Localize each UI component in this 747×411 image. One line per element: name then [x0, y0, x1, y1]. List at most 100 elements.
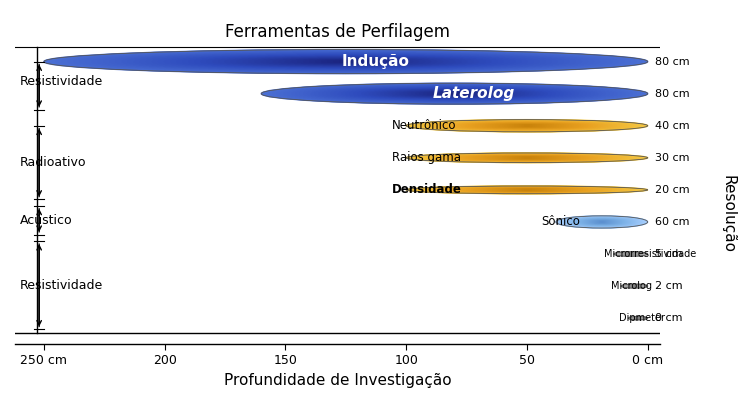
Ellipse shape [572, 218, 631, 226]
Ellipse shape [505, 189, 548, 191]
Ellipse shape [622, 253, 640, 255]
Ellipse shape [479, 188, 575, 192]
Ellipse shape [508, 125, 546, 127]
Ellipse shape [635, 318, 641, 319]
Ellipse shape [517, 189, 536, 190]
Ellipse shape [152, 54, 539, 69]
Ellipse shape [580, 219, 623, 225]
Ellipse shape [418, 153, 636, 162]
Ellipse shape [567, 217, 636, 226]
Text: 60 cm: 60 cm [655, 217, 689, 227]
Ellipse shape [459, 155, 595, 160]
Ellipse shape [285, 59, 406, 64]
Ellipse shape [86, 51, 605, 72]
Ellipse shape [634, 318, 642, 319]
Ellipse shape [430, 154, 624, 162]
Ellipse shape [459, 122, 595, 129]
Ellipse shape [471, 123, 583, 129]
Ellipse shape [438, 121, 616, 130]
Ellipse shape [450, 93, 459, 94]
Ellipse shape [510, 189, 544, 190]
Ellipse shape [213, 56, 479, 67]
Ellipse shape [62, 50, 630, 73]
Ellipse shape [616, 252, 645, 256]
Ellipse shape [629, 285, 639, 287]
Ellipse shape [588, 220, 616, 224]
Ellipse shape [491, 124, 563, 127]
Ellipse shape [265, 83, 644, 104]
Ellipse shape [622, 284, 646, 288]
Ellipse shape [634, 317, 642, 319]
Ellipse shape [491, 156, 563, 159]
Ellipse shape [622, 253, 640, 255]
Ellipse shape [440, 187, 614, 193]
Ellipse shape [636, 318, 640, 319]
Ellipse shape [580, 219, 624, 225]
Ellipse shape [291, 60, 400, 64]
Ellipse shape [433, 121, 621, 130]
Ellipse shape [421, 187, 633, 193]
Ellipse shape [462, 188, 592, 192]
Ellipse shape [568, 217, 636, 226]
Ellipse shape [483, 189, 571, 191]
Ellipse shape [498, 189, 556, 191]
Ellipse shape [630, 317, 646, 319]
Ellipse shape [281, 84, 628, 103]
Ellipse shape [510, 157, 544, 159]
Ellipse shape [623, 253, 639, 255]
Ellipse shape [374, 89, 536, 98]
Ellipse shape [622, 284, 648, 288]
Ellipse shape [358, 88, 551, 99]
Ellipse shape [447, 155, 607, 161]
Ellipse shape [334, 61, 358, 62]
Ellipse shape [630, 317, 645, 319]
Ellipse shape [626, 285, 643, 287]
Ellipse shape [493, 189, 561, 191]
Ellipse shape [354, 88, 555, 99]
Ellipse shape [624, 284, 645, 288]
Ellipse shape [454, 155, 599, 161]
Ellipse shape [338, 88, 571, 100]
Ellipse shape [631, 317, 645, 319]
Ellipse shape [627, 285, 642, 287]
Ellipse shape [452, 155, 602, 161]
Ellipse shape [628, 316, 648, 320]
Ellipse shape [576, 219, 627, 225]
Ellipse shape [489, 124, 565, 128]
Ellipse shape [404, 91, 505, 96]
Ellipse shape [442, 122, 612, 130]
Ellipse shape [479, 156, 575, 160]
Ellipse shape [575, 218, 628, 226]
Ellipse shape [433, 187, 621, 193]
Ellipse shape [565, 217, 639, 227]
Ellipse shape [620, 253, 641, 255]
Ellipse shape [626, 254, 636, 255]
Ellipse shape [615, 252, 647, 256]
Ellipse shape [621, 284, 648, 288]
Ellipse shape [99, 52, 593, 72]
Ellipse shape [585, 220, 619, 224]
Ellipse shape [562, 217, 641, 227]
Ellipse shape [105, 52, 587, 71]
Ellipse shape [571, 218, 632, 226]
Ellipse shape [362, 89, 548, 99]
Ellipse shape [68, 51, 624, 73]
Ellipse shape [560, 216, 644, 228]
Ellipse shape [450, 187, 604, 192]
Ellipse shape [440, 155, 614, 161]
Ellipse shape [616, 252, 645, 256]
Ellipse shape [633, 317, 643, 319]
Ellipse shape [183, 55, 509, 68]
Ellipse shape [500, 189, 554, 191]
Ellipse shape [469, 155, 585, 160]
Ellipse shape [406, 186, 648, 194]
Ellipse shape [418, 120, 636, 131]
Ellipse shape [340, 61, 352, 62]
Ellipse shape [628, 285, 641, 287]
Ellipse shape [623, 284, 646, 288]
Ellipse shape [619, 252, 642, 256]
Ellipse shape [93, 51, 599, 72]
Ellipse shape [583, 219, 620, 224]
Ellipse shape [431, 92, 477, 95]
Ellipse shape [158, 54, 533, 69]
